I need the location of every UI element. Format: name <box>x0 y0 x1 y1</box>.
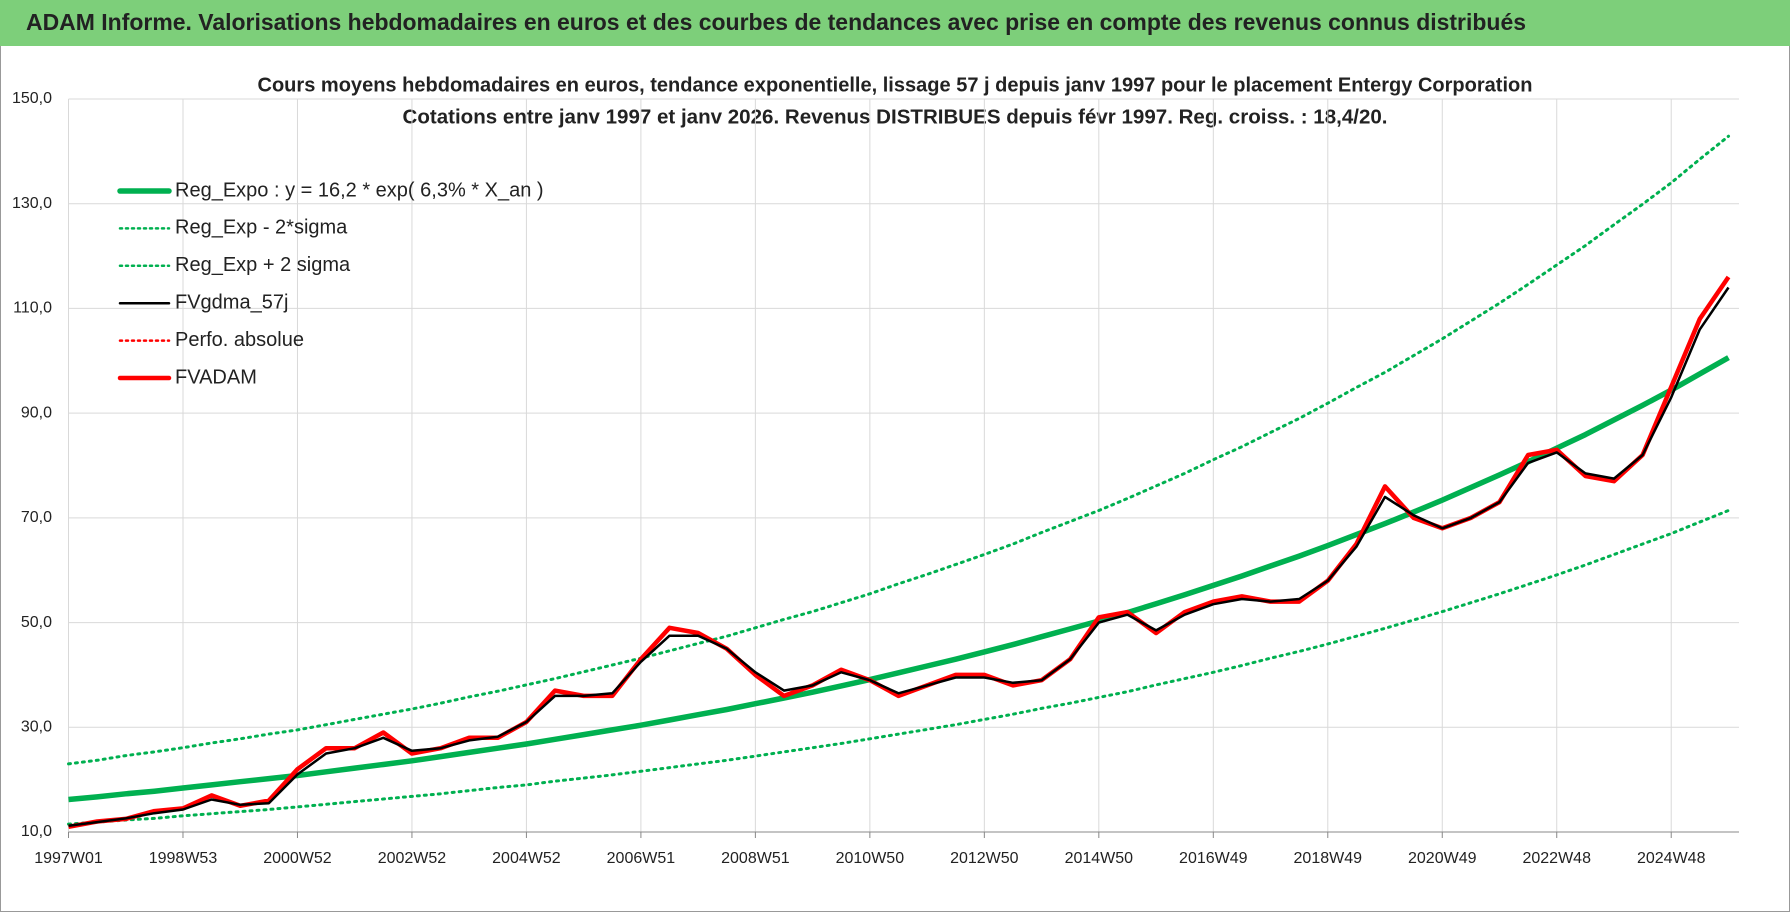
series-line <box>67 134 1730 766</box>
y-tick-label: 150,0 <box>12 90 52 107</box>
x-tick-label: 2012W50 <box>950 850 1019 867</box>
x-tick-label: 2022W48 <box>1522 850 1591 867</box>
legend-label: Reg_Expo : y = 16,2 * exp( 6,3% * X_an ) <box>175 179 544 201</box>
x-tick-label: 2010W50 <box>836 850 905 867</box>
x-tick-label: 1997W01 <box>34 850 103 867</box>
legend-label: Perfo. absolue <box>175 329 304 351</box>
series-line <box>68 355 1730 803</box>
legend-label: FVADAM <box>175 366 257 388</box>
series-line <box>68 286 1730 827</box>
grid <box>68 98 1739 833</box>
legend-label: FVgdma_57j <box>175 291 288 313</box>
chart-title: Cours moyens hebdomadaires en euros, ten… <box>258 74 1533 96</box>
x-tick-label: 2014W50 <box>1065 850 1134 867</box>
x-tick-label: 2018W49 <box>1294 850 1363 867</box>
x-tick-label: 2002W52 <box>378 850 447 867</box>
x-tick-label: 2016W49 <box>1179 850 1248 867</box>
y-tick-label: 30,0 <box>21 719 52 736</box>
series-line <box>67 509 1730 826</box>
y-tick-label: 130,0 <box>12 195 52 212</box>
y-tick-label: 50,0 <box>21 614 52 631</box>
legend-label: Reg_Exp - 2*sigma <box>175 217 348 239</box>
y-tick-label: 90,0 <box>21 404 52 421</box>
x-tick-label: 2006W51 <box>607 850 676 867</box>
x-tick-label: 2008W51 <box>721 850 790 867</box>
y-tick-label: 10,0 <box>21 823 52 840</box>
y-tick-label: 70,0 <box>21 509 52 526</box>
chart-subtitle: Cotations entre janv 1997 et janv 2026. … <box>403 106 1388 128</box>
x-tick-label: 1998W53 <box>149 850 218 867</box>
x-tick-label: 2004W52 <box>492 850 561 867</box>
legend: Reg_Expo : y = 16,2 * exp( 6,3% * X_an )… <box>117 179 544 388</box>
x-tick-label: 2000W52 <box>263 850 332 867</box>
y-tick-label: 110,0 <box>13 300 52 317</box>
header-title: ADAM Informe. Valorisations hebdomadaire… <box>26 9 1526 35</box>
header-band <box>0 0 1790 46</box>
x-tick-label: 2020W49 <box>1408 850 1477 867</box>
legend-label: Reg_Exp + 2 sigma <box>175 254 351 276</box>
x-tick-label: 2024W48 <box>1637 850 1706 867</box>
